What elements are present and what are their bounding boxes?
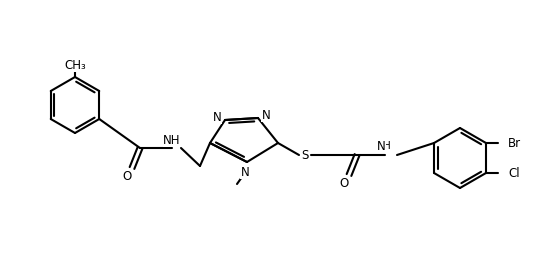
Text: N: N: [261, 108, 270, 121]
Text: O: O: [340, 177, 348, 190]
Text: CH₃: CH₃: [64, 58, 86, 72]
Text: N: N: [240, 166, 249, 179]
Text: O: O: [122, 170, 132, 183]
Text: Cl: Cl: [508, 166, 520, 179]
Text: N: N: [377, 140, 386, 153]
Text: S: S: [301, 148, 309, 161]
Text: N: N: [213, 110, 222, 124]
Text: H: H: [383, 141, 391, 151]
Text: Br: Br: [508, 136, 521, 149]
Text: NH: NH: [163, 133, 181, 146]
